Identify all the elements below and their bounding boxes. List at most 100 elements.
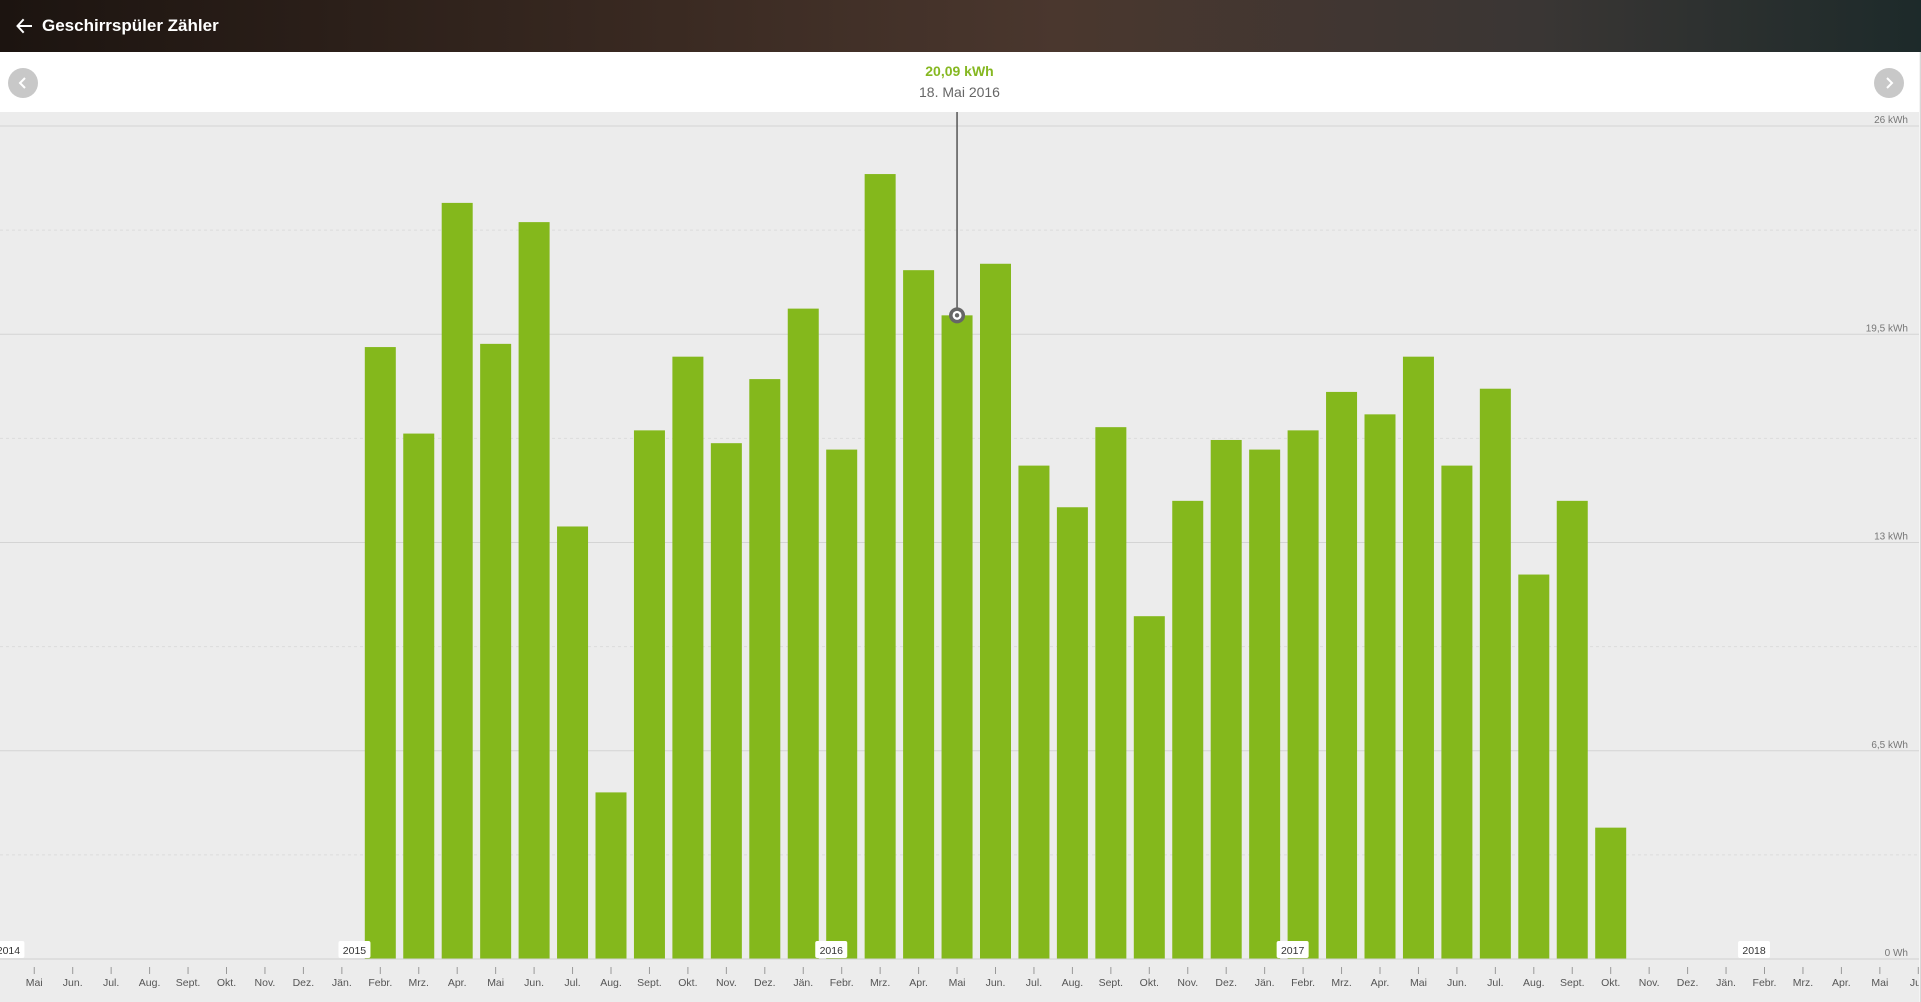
y-tick-label: 6,5 kWh xyxy=(1871,740,1908,751)
chevron-right-icon xyxy=(1886,77,1894,89)
x-tick-label: Nov. xyxy=(1639,977,1660,989)
chart-bar xyxy=(980,263,1011,959)
x-tick-label: Apr. xyxy=(909,977,928,989)
year-label: 2015 xyxy=(338,941,371,958)
svg-text:2016: 2016 xyxy=(820,945,844,957)
svg-text:2017: 2017 xyxy=(1281,945,1305,957)
x-tick-label: Apr. xyxy=(448,977,467,989)
app-toolbar: Geschirrspüler Zähler xyxy=(0,0,1921,52)
page-title: Geschirrspüler Zähler xyxy=(42,16,219,35)
x-tick-label: Mrz. xyxy=(1793,977,1813,989)
x-tick-label: Nov. xyxy=(716,977,737,989)
chart-bar xyxy=(864,174,896,960)
y-tick-label: 0 Wh xyxy=(1885,948,1908,959)
x-tick-label: Sept. xyxy=(1099,977,1124,989)
x-tick-label: Jul. xyxy=(103,977,119,989)
chart-bar xyxy=(1018,465,1050,959)
x-tick-label: Aug. xyxy=(139,977,161,989)
x-tick-label: Jän. xyxy=(793,977,813,989)
x-tick-label: Mrz. xyxy=(870,977,890,989)
x-tick-label: Febr. xyxy=(1753,977,1777,989)
selection-marker-dot xyxy=(954,313,960,318)
x-tick-label: Jun. xyxy=(524,977,544,989)
back-button[interactable] xyxy=(6,8,42,44)
y-tick-label: 19,5 kWh xyxy=(1866,323,1908,334)
selected-value: 20,09 kWh xyxy=(925,63,994,79)
chart-bar xyxy=(1095,427,1127,960)
chart-bar xyxy=(633,430,665,960)
x-tick-label: Mai xyxy=(1871,977,1888,989)
chart-bar xyxy=(441,202,473,959)
x-tick-label: Mrz. xyxy=(1331,977,1351,989)
chart-bar xyxy=(1210,439,1242,959)
next-period-button[interactable] xyxy=(1874,68,1904,98)
x-tick-label: Dez. xyxy=(293,977,315,989)
chart-bar xyxy=(1556,500,1588,959)
x-tick-label: Dez. xyxy=(1215,977,1237,989)
chart-bar xyxy=(1056,507,1088,959)
x-tick-label: Aug. xyxy=(1523,977,1545,989)
x-tick-label: Febr. xyxy=(368,977,392,989)
chart-bar xyxy=(672,356,704,959)
chart-bar xyxy=(1595,827,1627,959)
chart-bar xyxy=(1133,616,1165,959)
chart-header: 20,09 kWh 18. Mai 2016 xyxy=(0,52,1919,112)
x-tick-label: Mrz. xyxy=(409,977,429,989)
chart-bar xyxy=(903,270,935,959)
x-tick-label: Apr. xyxy=(1371,977,1390,989)
x-tick-label: Jul. xyxy=(564,977,580,989)
chart-bar xyxy=(480,343,512,959)
x-tick-label: Okt. xyxy=(1601,977,1620,989)
y-tick-label: 13 kWh xyxy=(1874,532,1908,543)
x-tick-label: Sept. xyxy=(176,977,201,989)
x-tick-label: Febr. xyxy=(830,977,854,989)
selected-date: 18. Mai 2016 xyxy=(919,84,1000,100)
x-tick-label: Jän. xyxy=(1716,977,1736,989)
chart-bar xyxy=(1287,430,1319,960)
chart-bar xyxy=(1249,449,1281,959)
chart-bar xyxy=(710,443,742,959)
svg-text:2014: 2014 xyxy=(0,945,20,957)
x-tick-label: Jun. xyxy=(1447,977,1467,989)
x-tick-label: Sept. xyxy=(1560,977,1585,989)
x-tick-label: Dez. xyxy=(1677,977,1699,989)
chart-bar xyxy=(557,526,589,959)
x-tick-label: Okt. xyxy=(678,977,697,989)
x-tick-label: Aug. xyxy=(1062,977,1084,989)
x-tick-label: Nov. xyxy=(1177,977,1198,989)
chart-bar xyxy=(1479,388,1511,959)
chart-bar xyxy=(403,433,435,960)
x-tick-label: Jun. xyxy=(63,977,83,989)
chart-bar xyxy=(1518,574,1550,959)
chart-bar xyxy=(1172,500,1204,959)
svg-text:2015: 2015 xyxy=(343,945,367,957)
chart-bar xyxy=(941,315,973,959)
x-tick-label: Mai xyxy=(487,977,504,989)
year-label: 2017 xyxy=(1276,941,1309,958)
chevron-left-icon xyxy=(18,77,26,89)
previous-period-button[interactable] xyxy=(8,68,38,98)
x-tick-label: Okt. xyxy=(1140,977,1159,989)
x-tick-label: Jun. xyxy=(986,977,1006,989)
chart-bar xyxy=(595,792,627,959)
chart-bar xyxy=(749,379,781,959)
chart-bar xyxy=(518,222,550,960)
x-tick-label: Okt. xyxy=(217,977,236,989)
x-tick-label: Sept. xyxy=(637,977,662,989)
chart-bar xyxy=(1326,391,1358,960)
y-tick-label: 26 kWh xyxy=(1874,115,1908,126)
year-label: 2016 xyxy=(815,941,848,958)
x-tick-label: Febr. xyxy=(1291,977,1315,989)
chart-bar xyxy=(1364,414,1396,959)
x-tick-label: Aug. xyxy=(600,977,622,989)
x-tick-label: Jun xyxy=(1910,977,1919,989)
x-tick-label: Jul. xyxy=(1487,977,1503,989)
x-tick-label: Nov. xyxy=(255,977,276,989)
chart-bar xyxy=(364,347,396,959)
x-tick-label: Mai xyxy=(26,977,43,989)
chart-bar xyxy=(1441,465,1473,959)
chart-bar xyxy=(787,308,819,959)
x-tick-label: Jän. xyxy=(1255,977,1275,989)
